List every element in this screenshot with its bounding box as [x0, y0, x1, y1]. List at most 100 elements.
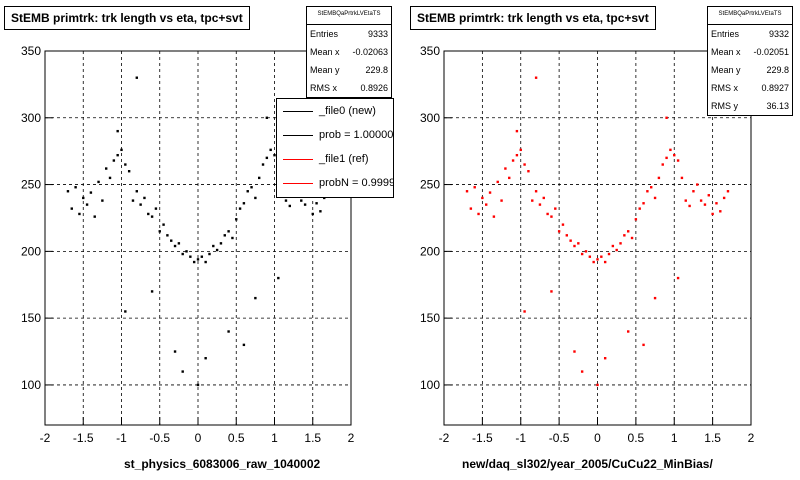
left-stats-box: StEMBQaPrtrkLVEtaTS Entries 9333 Mean x …: [306, 6, 392, 98]
y-tick-label: 100: [21, 378, 41, 392]
x-tick-label: -0.5: [549, 431, 570, 445]
data-point: [661, 163, 664, 166]
data-point: [580, 370, 584, 373]
data-point: [676, 276, 680, 280]
comparison-legend: _file0 (new) prob = 1.000000 _file1 (ref…: [276, 98, 394, 198]
x-tick-label: 0.5: [228, 431, 245, 445]
data-point: [569, 239, 572, 242]
data-point: [573, 350, 576, 353]
stats-value: -0.02051: [753, 47, 789, 57]
x-tick-label: -1: [515, 431, 526, 445]
data-point: [676, 159, 680, 162]
data-point: [496, 180, 499, 184]
data-point: [592, 260, 595, 264]
x-tick-label: 2: [348, 431, 355, 445]
data-point: [261, 163, 265, 166]
data-point: [254, 296, 257, 300]
data-point: [485, 203, 488, 206]
data-point: [542, 196, 545, 200]
right-stats-box: StEMBQaPrtrkLVEtaTS Entries 9332 Mean x …: [707, 6, 793, 116]
data-point: [538, 203, 542, 206]
data-point: [208, 252, 211, 256]
left-plot-title: StEMB primtrk: trk length vs eta, tpc+sv…: [4, 6, 250, 30]
left-stats-row: Entries 9333: [307, 25, 391, 43]
data-point: [158, 230, 161, 233]
data-point: [265, 116, 269, 119]
right-stats-row: Mean x -0.02051: [708, 43, 792, 61]
stats-label: RMS x: [310, 83, 337, 93]
x-tick-label: -0.5: [149, 431, 170, 445]
data-point: [173, 244, 177, 248]
data-point: [78, 212, 81, 216]
left-x-axis-label: st_physics_6083006_raw_1040002: [124, 457, 321, 471]
legend-line: [283, 182, 313, 184]
data-point: [523, 310, 526, 313]
right-x-axis-label: new/daq_sl302/year_2005/CuCu22_MinBias/: [462, 457, 713, 471]
data-point: [469, 207, 473, 210]
legend-entry: _file0 (new): [277, 99, 393, 123]
data-point: [277, 276, 280, 280]
data-point: [646, 190, 649, 193]
data-point: [74, 186, 77, 189]
stats-label: Entries: [711, 29, 740, 39]
left-stats-row: RMS x 0.8926: [307, 79, 391, 97]
stats-label: Mean y: [310, 65, 340, 75]
data-point: [162, 223, 165, 226]
data-point: [219, 242, 223, 245]
data-point: [85, 203, 89, 206]
stats-label: Mean x: [310, 47, 340, 57]
data-point: [204, 260, 207, 264]
legend-entry: _file1 (ref): [277, 147, 393, 171]
data-point: [189, 255, 192, 258]
right-stats-name: StEMBQaPrtrkLVEtaTS: [708, 7, 792, 25]
data-point: [105, 167, 108, 170]
x-tick-label: 0.5: [628, 431, 645, 445]
y-tick-label: 350: [21, 44, 41, 58]
data-point: [108, 176, 112, 180]
data-point: [212, 244, 215, 248]
legend-label: _file0 (new): [319, 105, 376, 117]
data-point: [534, 190, 538, 193]
data-point: [465, 190, 469, 193]
data-point: [638, 207, 641, 210]
data-point: [93, 215, 96, 218]
data-point: [70, 207, 73, 210]
left-stats-row: Mean x -0.02063: [307, 43, 391, 61]
data-point: [258, 176, 261, 180]
stats-value: 9333: [367, 29, 388, 39]
stats-value: 229.8: [766, 65, 789, 75]
data-point: [242, 202, 246, 205]
y-tick-label: 200: [21, 244, 41, 258]
data-point: [150, 215, 154, 218]
x-tick-label: -2: [439, 431, 450, 445]
data-point: [303, 203, 307, 206]
x-tick-label: 1.5: [704, 431, 721, 445]
data-point: [101, 199, 104, 202]
data-point: [116, 129, 119, 133]
data-point: [588, 255, 592, 258]
data-point: [242, 343, 246, 347]
data-point: [139, 203, 142, 206]
data-point: [699, 199, 703, 202]
data-point: [557, 230, 561, 233]
data-point: [196, 383, 200, 387]
legend-entry: prob = 1.000000: [277, 123, 393, 147]
data-point: [223, 234, 226, 237]
right-stats-row: RMS x 0.8927: [708, 79, 792, 97]
x-tick-label: -2: [40, 431, 51, 445]
data-point: [550, 290, 553, 293]
right-stats-row: Entries 9332: [708, 25, 792, 43]
data-point: [680, 176, 684, 180]
data-point: [196, 258, 200, 261]
data-point: [692, 190, 695, 193]
y-tick-label: 350: [420, 44, 440, 58]
x-tick-label: -1.5: [73, 431, 94, 445]
data-point: [603, 260, 607, 264]
data-point: [150, 290, 154, 293]
data-point: [523, 163, 526, 166]
data-point: [66, 190, 70, 193]
stats-label: Mean y: [711, 65, 741, 75]
data-point: [573, 244, 576, 248]
data-point: [488, 191, 492, 194]
data-point: [227, 230, 230, 233]
